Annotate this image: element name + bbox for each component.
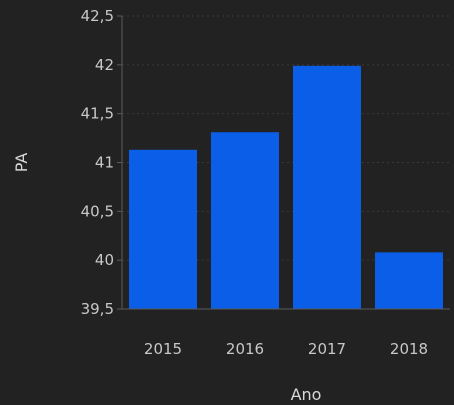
axes xyxy=(117,15,450,310)
y-tick-label: 40,5 xyxy=(81,202,114,220)
y-tick-label: 41 xyxy=(95,154,114,172)
x-tick-label: 2015 xyxy=(144,340,182,358)
y-tick-label: 42,5 xyxy=(81,7,114,25)
y-axis-title: PA xyxy=(12,153,31,173)
x-axis-title: Ano xyxy=(291,385,322,404)
x-tick-label: 2016 xyxy=(226,340,264,358)
bar-2017 xyxy=(293,65,361,309)
bar-2018 xyxy=(375,252,443,309)
y-tick-label: 39,5 xyxy=(81,300,114,318)
y-tick-label: 42 xyxy=(95,56,114,74)
y-tick-label: 41,5 xyxy=(81,105,114,123)
bar-2015 xyxy=(129,149,197,309)
x-tick-label: 2018 xyxy=(390,340,428,358)
y-tick-label: 40 xyxy=(95,251,114,269)
x-tick-label: 2017 xyxy=(308,340,346,358)
x-tick-labels: 2015 2016 2017 2018 xyxy=(144,340,428,358)
bar-2016 xyxy=(211,132,279,309)
bars xyxy=(129,65,443,309)
y-tick-labels: 39,5 40 40,5 41 41,5 42 42,5 xyxy=(81,7,114,318)
